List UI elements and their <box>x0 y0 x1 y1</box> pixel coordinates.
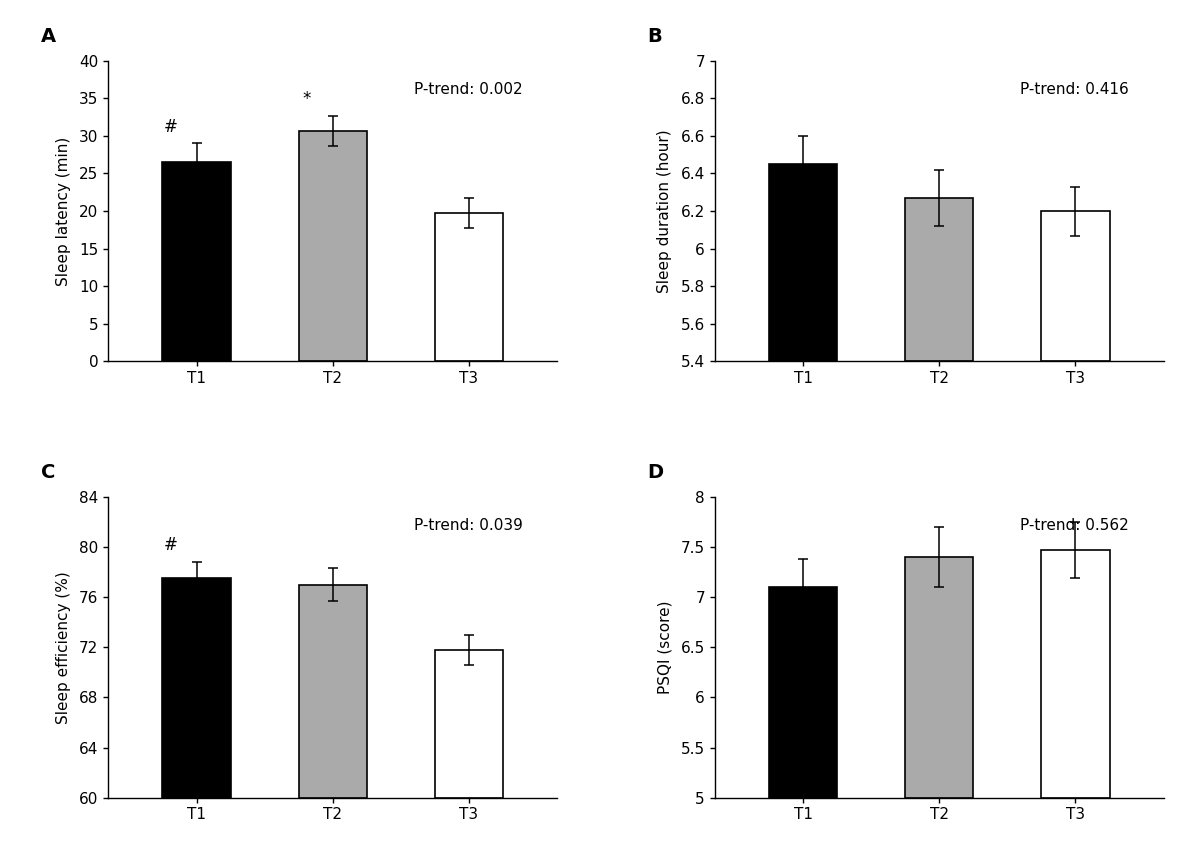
Y-axis label: PSQI (score): PSQI (score) <box>658 601 672 694</box>
Bar <box>299 584 367 798</box>
Bar <box>299 131 367 362</box>
Text: P-trend: 0.416: P-trend: 0.416 <box>1020 81 1129 97</box>
Text: P-trend: 0.039: P-trend: 0.039 <box>414 518 522 533</box>
Bar <box>1042 211 1110 362</box>
Bar <box>434 649 503 798</box>
Text: P-trend: 0.002: P-trend: 0.002 <box>414 81 522 97</box>
Text: P-trend: 0.562: P-trend: 0.562 <box>1020 518 1129 533</box>
Bar <box>162 578 230 798</box>
Text: #: # <box>163 537 178 555</box>
Bar <box>905 557 973 798</box>
Text: #: # <box>163 118 178 136</box>
Y-axis label: Sleep latency (min): Sleep latency (min) <box>55 136 71 286</box>
Y-axis label: Sleep efficiency (%): Sleep efficiency (%) <box>55 570 71 724</box>
Text: A: A <box>41 27 55 46</box>
Bar <box>162 162 230 362</box>
Bar <box>434 212 503 362</box>
Bar <box>905 198 973 362</box>
Text: *: * <box>302 90 311 108</box>
Text: B: B <box>647 27 662 46</box>
Bar <box>769 164 838 362</box>
Text: C: C <box>41 463 55 482</box>
Bar <box>1042 550 1110 798</box>
Bar <box>769 587 838 798</box>
Y-axis label: Sleep duration (hour): Sleep duration (hour) <box>658 129 672 293</box>
Text: D: D <box>647 463 664 482</box>
